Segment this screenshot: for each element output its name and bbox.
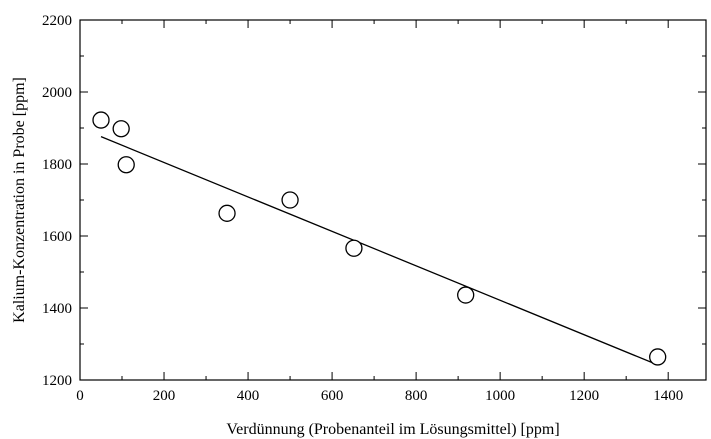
regression-line — [100, 136, 658, 366]
data-point — [117, 156, 135, 174]
data-points — [92, 111, 667, 366]
y-axis-label: Kalium-Konzentration in Probe [ppm] — [11, 77, 28, 323]
plot-area-frame — [79, 19, 707, 381]
x-axis-label: Verdünnung (Probenanteil im Lösungsmitte… — [226, 421, 559, 438]
data-point — [457, 286, 475, 304]
y-tick-label: 1200 — [42, 373, 72, 389]
data-point — [92, 111, 110, 129]
data-point — [649, 348, 667, 366]
x-tick-label: 1200 — [569, 388, 599, 404]
y-tick-label: 1600 — [42, 229, 72, 245]
y-tick-label: 1800 — [42, 157, 72, 173]
x-tick-label: 200 — [153, 388, 176, 404]
x-tick-label: 1000 — [485, 388, 515, 404]
x-tick-label: 400 — [237, 388, 260, 404]
y-axis-ticks: 1200 1400 1600 1800 2000 2200 — [42, 13, 706, 389]
x-axis-ticks: 0 200 400 600 800 1000 1200 1400 — [76, 20, 683, 404]
data-point — [345, 239, 363, 257]
x-tick-label: 1400 — [653, 388, 683, 404]
y-tick-label: 2200 — [42, 13, 72, 29]
x-tick-label: 0 — [76, 388, 84, 404]
data-point — [281, 191, 299, 209]
data-point — [218, 204, 236, 222]
y-tick-label: 2000 — [42, 85, 72, 101]
y-tick-label: 1400 — [42, 301, 72, 317]
x-tick-label: 800 — [405, 388, 428, 404]
data-point — [112, 120, 130, 138]
x-tick-label: 600 — [321, 388, 344, 404]
